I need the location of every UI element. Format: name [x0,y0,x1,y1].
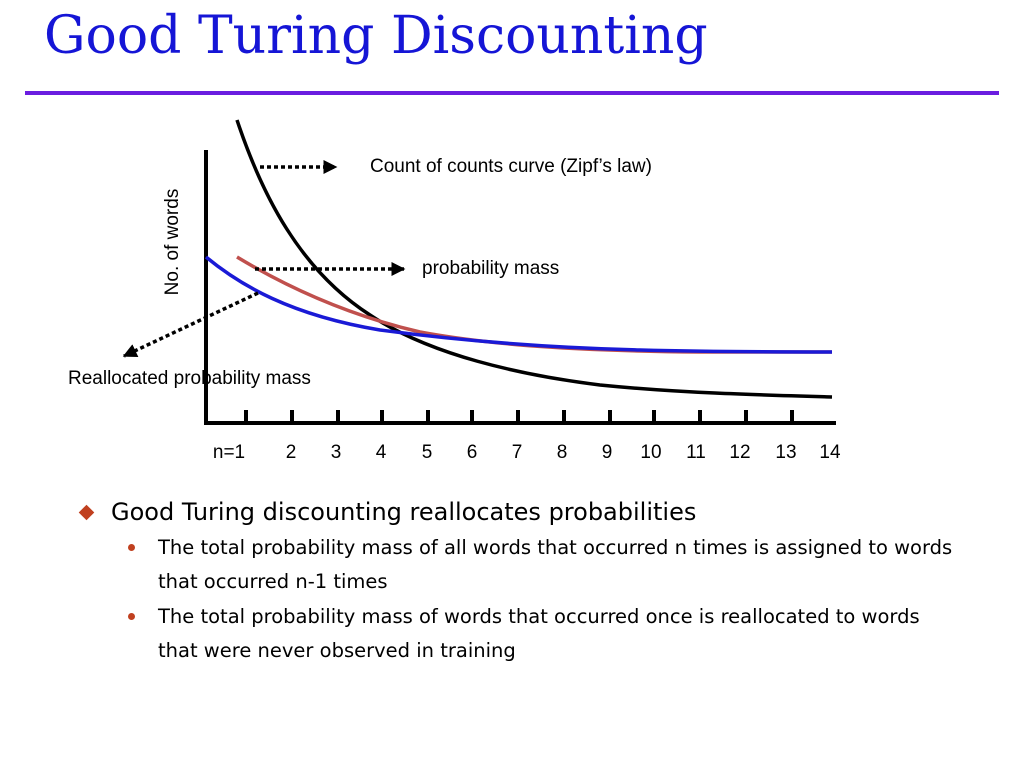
y-axis-label: No. of words [162,189,183,296]
tick-label: 7 [512,442,523,463]
diamond-bullet-icon [78,504,95,521]
reallocated-annotation: Reallocated probability mass [68,368,311,389]
tick-label: 12 [729,442,750,463]
dot-bullet-icon [128,613,135,620]
bullet-list: Good Turing discounting reallocates prob… [78,494,978,668]
main-bullet: Good Turing discounting reallocates prob… [78,494,978,530]
sub-bullet-text: The total probability mass of words that… [158,605,920,662]
x-tick-marks [244,410,794,423]
tick-label: 9 [602,442,613,463]
tick-label: 10 [640,442,661,463]
good-turing-figure: n=1 2 3 4 5 6 7 8 9 10 11 12 13 14 No. o… [68,119,841,463]
tick-label: 5 [422,442,433,463]
sub-bullet: The total probability mass of words that… [128,600,958,668]
probability-annotation: probability mass [422,258,559,279]
tick-label: 3 [331,442,342,463]
sub-bullet-text: The total probability mass of all words … [158,536,953,593]
main-bullet-text: Good Turing discounting reallocates prob… [111,498,697,526]
tick-label: 8 [557,442,568,463]
tick-label: 6 [467,442,478,463]
reallocated-arrow [122,291,259,358]
reallocated-mass-curve [204,255,833,354]
sub-bullet: The total probability mass of all words … [128,531,958,599]
tick-label: 11 [686,442,706,463]
slide-title: Good Turing Discounting [44,6,708,66]
zipf-annotation: Count of counts curve (Zipf’s law) [370,156,652,177]
title-divider [25,91,999,95]
tick-label: 13 [775,442,796,463]
zipf-curve [235,119,833,399]
tick-label: n=1 [213,442,245,463]
tick-label: 4 [376,442,387,463]
x-tick-labels: n=1 2 3 4 5 6 7 8 9 10 11 12 13 14 [213,442,841,463]
dot-bullet-icon [128,544,135,551]
tick-label: 14 [819,442,841,463]
tick-label: 2 [286,442,297,463]
